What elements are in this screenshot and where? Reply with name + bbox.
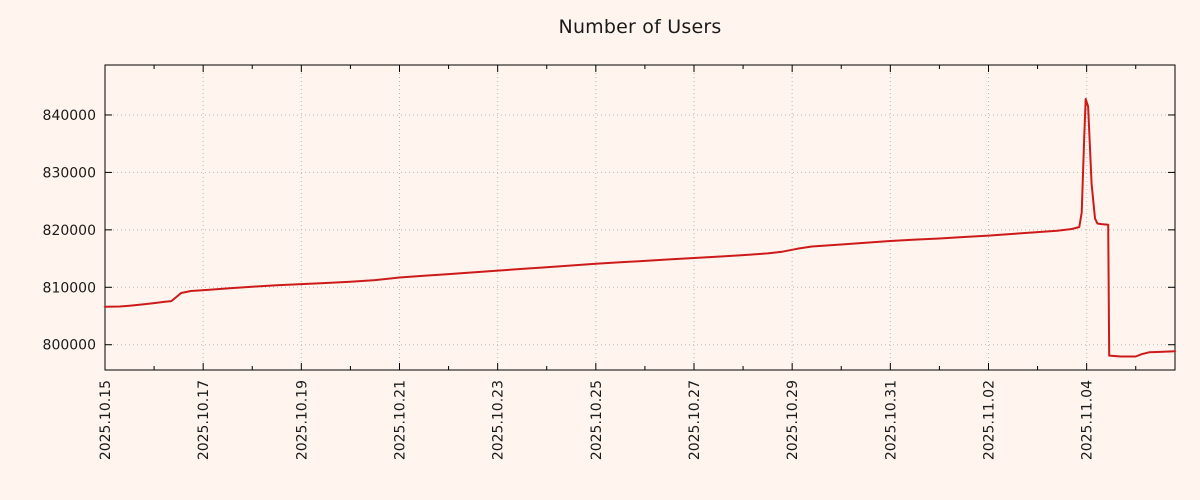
y-tick-label: 820000 <box>43 223 96 239</box>
grid-lines <box>104 65 1175 370</box>
x-tick-label: 2025.10.31 <box>883 380 899 460</box>
x-tick-label: 2025.10.27 <box>687 380 703 460</box>
y-tick-label: 830000 <box>43 165 96 181</box>
x-tick-label: 2025.10.21 <box>392 380 408 460</box>
x-tick-label: 2025.10.25 <box>589 380 605 460</box>
y-tick-label: 840000 <box>43 108 96 124</box>
y-tick-label: 810000 <box>43 280 96 296</box>
x-tick-label: 2025.10.19 <box>294 380 310 460</box>
x-tick-label: 2025.11.04 <box>1080 380 1096 460</box>
data-line-users <box>104 97 1176 358</box>
x-axis-labels: 2025.10.15 2025.10.17 2025.10.19 2025.10.21… <box>98 380 1096 460</box>
chart-title: Number of Users <box>558 16 722 38</box>
x-tick-label: 2025.10.23 <box>491 380 507 460</box>
y-axis-labels: 800000 810000 820000 830000 840000 <box>43 108 96 354</box>
x-tick-label: 2025.10.15 <box>98 380 114 460</box>
tick-marks <box>104 65 1175 370</box>
x-tick-label: 2025.10.29 <box>785 380 801 460</box>
x-tick-label: 2025.11.02 <box>981 380 997 460</box>
x-tick-label: 2025.10.17 <box>196 380 212 460</box>
y-tick-label: 800000 <box>43 338 96 354</box>
plot-border <box>104 64 1176 371</box>
